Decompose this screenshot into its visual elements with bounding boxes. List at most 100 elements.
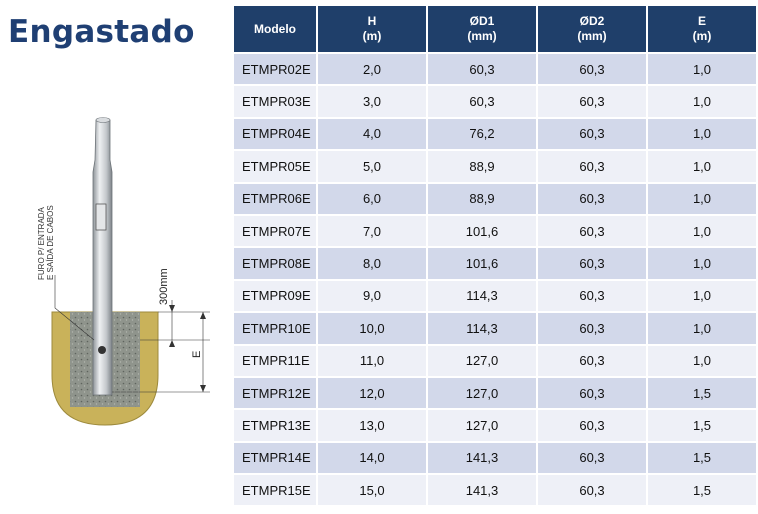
cell-d1: 101,6 — [428, 215, 536, 247]
cell-modelo: ETMPR12E — [234, 377, 316, 409]
header-h: H (m) — [318, 6, 426, 52]
table-row: ETMPR14E 14,0 141,3 60,3 1,5 — [234, 442, 756, 474]
cell-e: 1,0 — [648, 248, 756, 279]
cell-h: 11,0 — [318, 345, 426, 376]
cell-d2: 60,3 — [538, 248, 646, 279]
cell-d2: 60,3 — [538, 151, 646, 182]
cell-h: 4,0 — [318, 118, 426, 150]
cell-modelo: ETMPR05E — [234, 151, 316, 182]
table-row: ETMPR03E 3,0 60,3 60,3 1,0 — [234, 86, 756, 117]
table-row: ETMPR12E 12,0 127,0 60,3 1,5 — [234, 377, 756, 409]
table-row: ETMPR10E 10,0 114,3 60,3 1,0 — [234, 313, 756, 344]
table-row: ETMPR13E 13,0 127,0 60,3 1,5 — [234, 410, 756, 441]
cell-e: 1,0 — [648, 151, 756, 182]
table-row: ETMPR02E 2,0 60,3 60,3 1,0 — [234, 54, 756, 85]
cell-d2: 60,3 — [538, 280, 646, 312]
cell-h: 13,0 — [318, 410, 426, 441]
cell-d1: 101,6 — [428, 248, 536, 279]
cell-e: 1,5 — [648, 475, 756, 506]
cell-d1: 141,3 — [428, 442, 536, 474]
dim-300mm-label: 300mm — [158, 268, 170, 305]
cell-e: 1,0 — [648, 345, 756, 376]
cell-h: 2,0 — [318, 54, 426, 85]
cell-d2: 60,3 — [538, 377, 646, 409]
cell-modelo: ETMPR08E — [234, 248, 316, 279]
cell-d2: 60,3 — [538, 54, 646, 85]
cell-d1: 141,3 — [428, 475, 536, 506]
cell-modelo: ETMPR06E — [234, 183, 316, 214]
cell-d2: 60,3 — [538, 442, 646, 474]
cell-modelo: ETMPR11E — [234, 345, 316, 376]
cell-d2: 60,3 — [538, 86, 646, 117]
cell-d1: 127,0 — [428, 377, 536, 409]
cell-modelo: ETMPR02E — [234, 54, 316, 85]
cell-d1: 60,3 — [428, 54, 536, 85]
cell-h: 3,0 — [318, 86, 426, 117]
table-row: ETMPR05E 5,0 88,9 60,3 1,0 — [234, 151, 756, 182]
cell-modelo: ETMPR13E — [234, 410, 316, 441]
cell-e: 1,0 — [648, 183, 756, 214]
specification-table: Modelo H (m) ØD1 (mm) ØD2 (mm) E (m) ETMPR02… — [232, 4, 758, 507]
cell-e: 1,0 — [648, 86, 756, 117]
cell-d2: 60,3 — [538, 183, 646, 214]
table-row: ETMPR11E 11,0 127,0 60,3 1,0 — [234, 345, 756, 376]
cell-modelo: ETMPR07E — [234, 215, 316, 247]
pole-embedded-diagram: FURO P/ ENTRADA E SAÍDA DE CABOS 300mm E — [37, 117, 210, 426]
header-e: E (m) — [648, 6, 756, 52]
cell-d2: 60,3 — [538, 215, 646, 247]
table-row: ETMPR09E 9,0 114,3 60,3 1,0 — [234, 280, 756, 312]
cell-h: 9,0 — [318, 280, 426, 312]
cell-d2: 60,3 — [538, 410, 646, 441]
cell-d1: 88,9 — [428, 183, 536, 214]
cell-modelo: ETMPR04E — [234, 118, 316, 150]
table-row: ETMPR07E 7,0 101,6 60,3 1,0 — [234, 215, 756, 247]
cell-d2: 60,3 — [538, 118, 646, 150]
header-d2: ØD2 (mm) — [538, 6, 646, 52]
cell-d1: 114,3 — [428, 313, 536, 344]
cell-d1: 88,9 — [428, 151, 536, 182]
cell-d1: 127,0 — [428, 345, 536, 376]
cell-e: 1,5 — [648, 377, 756, 409]
note-line1: FURO P/ ENTRADA — [37, 206, 46, 280]
cell-d1: 60,3 — [428, 86, 536, 117]
cell-modelo: ETMPR14E — [234, 442, 316, 474]
cell-h: 15,0 — [318, 475, 426, 506]
cell-modelo: ETMPR15E — [234, 475, 316, 506]
pole-shape — [92, 119, 113, 396]
cell-h: 12,0 — [318, 377, 426, 409]
cell-h: 8,0 — [318, 248, 426, 279]
table-row: ETMPR08E 8,0 101,6 60,3 1,0 — [234, 248, 756, 279]
inspection-door — [95, 203, 107, 231]
cell-d1: 127,0 — [428, 410, 536, 441]
cell-h: 6,0 — [318, 183, 426, 214]
cell-e: 1,0 — [648, 280, 756, 312]
cell-e: 1,0 — [648, 215, 756, 247]
table-row: ETMPR06E 6,0 88,9 60,3 1,0 — [234, 183, 756, 214]
cell-h: 14,0 — [318, 442, 426, 474]
cell-d2: 60,3 — [538, 345, 646, 376]
table-body: ETMPR02E 2,0 60,3 60,3 1,0 ETMPR03E 3,0 60,3 60,… — [234, 54, 756, 506]
cell-e: 1,5 — [648, 442, 756, 474]
page-title: Engastado — [8, 14, 195, 50]
cell-d2: 60,3 — [538, 313, 646, 344]
cell-h: 7,0 — [318, 215, 426, 247]
cell-modelo: ETMPR03E — [234, 86, 316, 117]
cell-h: 5,0 — [318, 151, 426, 182]
cell-modelo: ETMPR10E — [234, 313, 316, 344]
cell-d1: 76,2 — [428, 118, 536, 150]
cell-modelo: ETMPR09E — [234, 280, 316, 312]
cable-hole — [98, 346, 106, 354]
header-modelo: Modelo — [234, 6, 316, 52]
cell-e: 1,5 — [648, 410, 756, 441]
table-row: ETMPR04E 4,0 76,2 60,3 1,0 — [234, 118, 756, 150]
note-line2: E SAÍDA DE CABOS — [46, 205, 55, 280]
cell-h: 10,0 — [318, 313, 426, 344]
cell-e: 1,0 — [648, 54, 756, 85]
cell-d2: 60,3 — [538, 475, 646, 506]
cell-d1: 114,3 — [428, 280, 536, 312]
cell-e: 1,0 — [648, 118, 756, 150]
dim-e-label: E — [191, 351, 203, 358]
cell-e: 1,0 — [648, 313, 756, 344]
header-d1: ØD1 (mm) — [428, 6, 536, 52]
table-header-row: Modelo H (m) ØD1 (mm) ØD2 (mm) E (m) — [234, 6, 756, 52]
